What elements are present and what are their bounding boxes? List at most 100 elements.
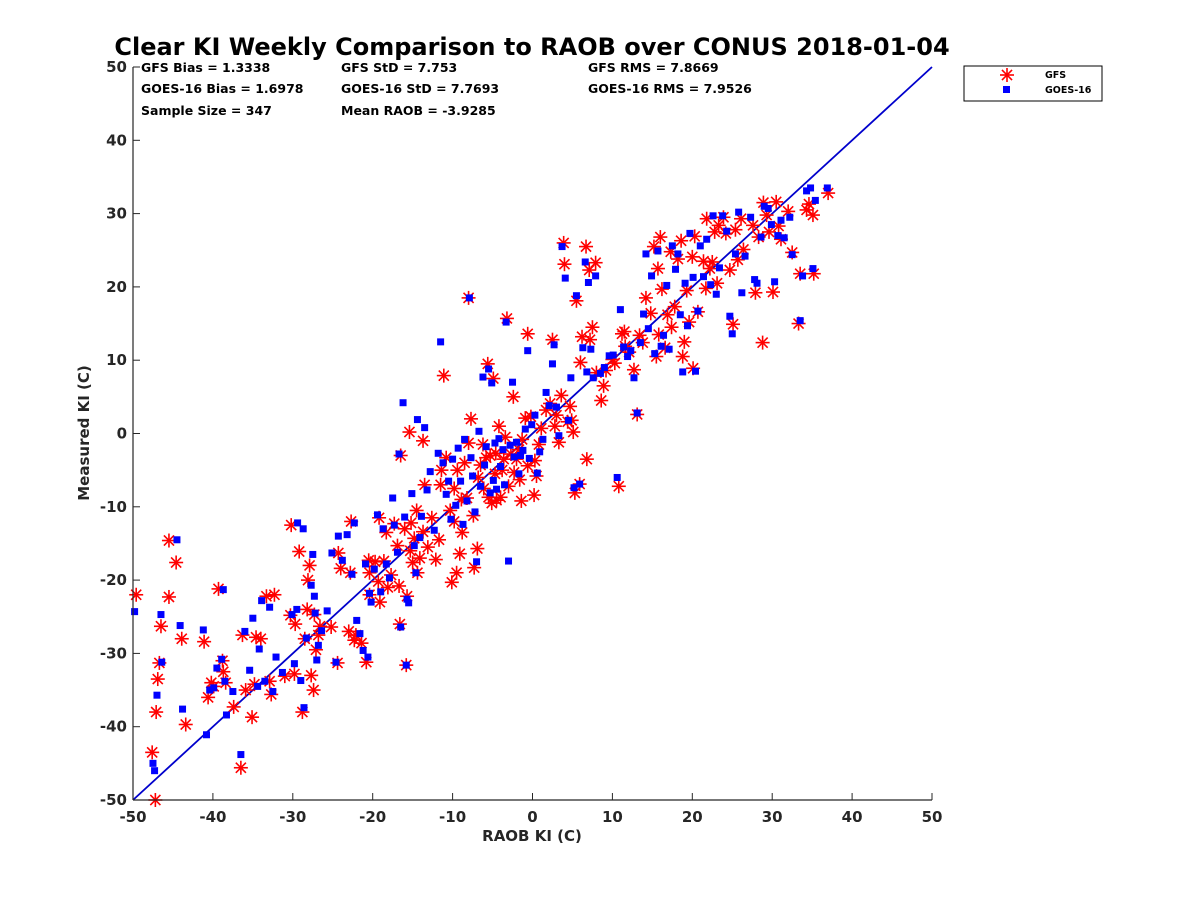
goes16-point xyxy=(517,451,525,459)
y-tick-label: 20 xyxy=(106,278,127,296)
goes16-point xyxy=(676,311,684,319)
goes16-point xyxy=(302,634,310,642)
goes16-point xyxy=(576,480,584,488)
goes16-point xyxy=(343,531,351,539)
gfs-point xyxy=(765,285,780,300)
goes16-point xyxy=(823,184,831,192)
x-tick-label: 30 xyxy=(762,808,783,826)
goes16-point xyxy=(753,279,761,287)
goes16-point xyxy=(307,581,315,589)
goes16-point xyxy=(290,660,298,668)
gfs-point xyxy=(470,541,485,556)
goes16-point xyxy=(412,569,420,577)
y-tick-label: 10 xyxy=(106,351,127,369)
gfs-point xyxy=(563,399,578,414)
gfs-point xyxy=(300,602,315,617)
goes16-point xyxy=(751,276,759,284)
x-tick-label: -10 xyxy=(439,808,466,826)
goes16-point xyxy=(531,411,539,419)
goes16-point xyxy=(596,369,604,377)
goes16-point xyxy=(269,688,277,696)
goes16-point xyxy=(738,289,746,297)
gfs-point xyxy=(675,349,690,364)
goes16-point xyxy=(467,454,475,462)
gfs-point xyxy=(488,446,503,461)
stat-gfs-bias: GFS Bias = 1.3338 xyxy=(141,60,270,75)
gfs-point xyxy=(434,463,449,478)
goes16-point xyxy=(272,653,280,661)
goes16-point xyxy=(712,290,720,298)
goes16-point xyxy=(249,614,257,622)
goes16-point xyxy=(447,515,455,523)
gfs-point xyxy=(667,299,682,314)
goes16-point xyxy=(255,645,263,653)
gfs-point xyxy=(769,194,784,209)
goes16-point xyxy=(501,481,509,489)
gfs-point xyxy=(253,631,268,646)
goes16-point xyxy=(493,485,501,493)
gfs-point xyxy=(324,620,339,635)
gfs-point xyxy=(306,683,321,698)
gfs-point xyxy=(402,425,417,440)
goes16-point xyxy=(288,611,296,619)
goes16-point xyxy=(356,630,364,638)
goes16-point xyxy=(465,294,473,302)
goes16-point xyxy=(473,558,481,566)
goes16-point xyxy=(657,342,665,350)
gfs-point xyxy=(799,202,814,217)
gfs-point xyxy=(424,510,439,525)
y-tick-label: 0 xyxy=(117,425,127,443)
goes16-point xyxy=(542,388,550,396)
goes16-point xyxy=(300,704,308,712)
y-tick-label: 50 xyxy=(106,58,127,76)
goes16-point xyxy=(777,216,785,224)
goes16-point xyxy=(481,461,489,469)
goes16-point xyxy=(592,272,600,280)
x-tick-label: 10 xyxy=(602,808,623,826)
goes16-point xyxy=(471,508,479,516)
goes16-point xyxy=(254,682,262,690)
goes16-point xyxy=(699,273,707,281)
x-axis-label: RAOB KI (C) xyxy=(482,827,582,845)
gfs-point xyxy=(579,452,594,467)
legend-goes16-marker xyxy=(1003,86,1010,93)
goes16-point xyxy=(452,501,460,509)
plot-area xyxy=(129,66,933,807)
gfs-point xyxy=(588,255,603,270)
goes16-point xyxy=(402,661,410,669)
gfs-point xyxy=(491,419,506,434)
goes16-point xyxy=(506,441,514,449)
goes16-point xyxy=(584,279,592,287)
goes16-point xyxy=(644,325,652,333)
gfs-point xyxy=(288,617,303,632)
legend-gfs-label: GFS xyxy=(1045,70,1066,81)
goes16-point xyxy=(151,767,159,775)
goes16-point xyxy=(627,347,635,355)
gfs-point xyxy=(685,249,700,264)
gfs-point xyxy=(161,533,176,548)
gfs-point xyxy=(233,760,248,775)
goes16-point xyxy=(463,497,471,505)
goes16-point xyxy=(525,454,533,462)
y-tick-label: -40 xyxy=(100,718,127,736)
gfs-point xyxy=(583,332,598,347)
goes16-point xyxy=(348,570,356,578)
gfs-point xyxy=(677,334,692,349)
goes16-point xyxy=(203,731,211,739)
gfs-point xyxy=(463,411,478,426)
goes16-point xyxy=(510,453,518,461)
goes16-point xyxy=(310,592,318,600)
goes16-point xyxy=(246,666,254,674)
gfs-point xyxy=(596,378,611,393)
x-tick-label: 50 xyxy=(922,808,943,826)
goes16-point xyxy=(589,374,597,382)
x-tick-label: -30 xyxy=(279,808,306,826)
legend-gfs-asterisk xyxy=(1000,68,1014,82)
goes16-point xyxy=(691,367,699,375)
goes16-point xyxy=(709,212,717,220)
goes16-point xyxy=(799,272,807,280)
gfs-point xyxy=(416,433,431,448)
goes16-point xyxy=(642,250,650,258)
goes16-point xyxy=(723,227,731,235)
goes16-point xyxy=(767,221,775,229)
